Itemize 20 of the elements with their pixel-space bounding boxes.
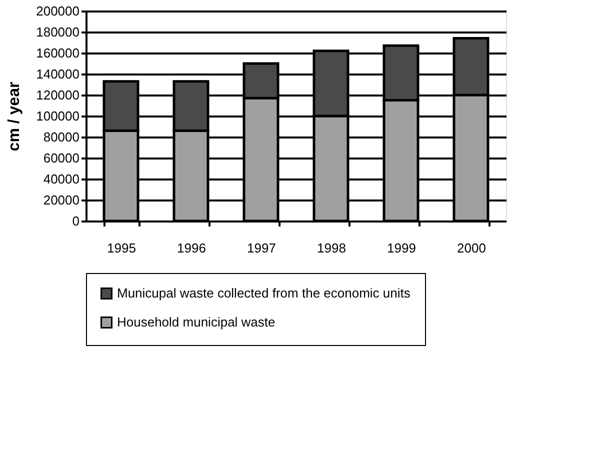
- y-axis-title: cm / year: [6, 82, 24, 152]
- x-tick-label: 1995: [107, 240, 136, 256]
- legend-label: Municupal waste collected from the economic units: [117, 286, 411, 300]
- y-tick-label: 80000: [43, 130, 80, 144]
- y-tick-label: 140000: [36, 66, 80, 82]
- legend-label: Household municipal waste: [117, 314, 276, 330]
- y-tick-label: 120000: [36, 88, 80, 102]
- y-tick-label: 0: [72, 214, 80, 228]
- x-tick-label: 2000: [457, 240, 486, 256]
- y-tick-label: 100000: [36, 108, 80, 124]
- y-tick-label: 60000: [43, 150, 80, 166]
- y-tick-label: 180000: [36, 24, 80, 40]
- y-tick-label: 200000: [36, 4, 80, 18]
- x-tick-label: 1996: [177, 240, 206, 256]
- x-tick-label: 1998: [317, 240, 346, 256]
- y-tick-label: 40000: [43, 172, 80, 186]
- y-tick-label: 160000: [36, 46, 80, 60]
- x-tick-label: 1999: [387, 240, 416, 256]
- y-tick-label: 20000: [43, 192, 80, 208]
- x-tick-label: 1997: [247, 240, 276, 256]
